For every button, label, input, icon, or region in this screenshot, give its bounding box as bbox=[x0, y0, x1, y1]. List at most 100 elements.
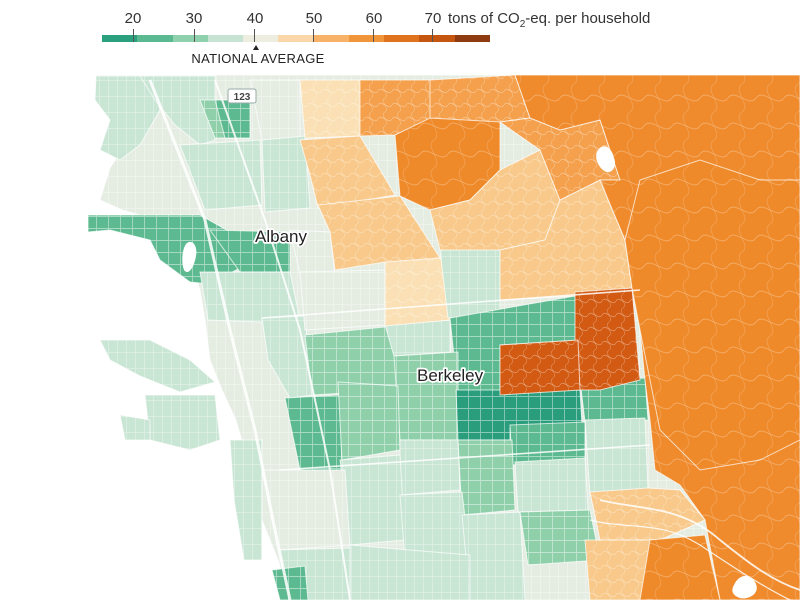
legend-tick-mark bbox=[194, 29, 195, 42]
census-tracts-west bbox=[87, 75, 336, 323]
legend-tick-label: 60 bbox=[365, 10, 383, 27]
street-texture bbox=[272, 566, 308, 600]
street-texture bbox=[338, 382, 400, 460]
street-texture bbox=[510, 422, 585, 465]
reservoir bbox=[732, 575, 757, 599]
legend-tick-mark bbox=[432, 29, 433, 42]
street-texture bbox=[520, 510, 600, 565]
legend-color-segment bbox=[172, 35, 208, 42]
street-texture bbox=[395, 118, 500, 210]
highway-shield: 123 bbox=[227, 88, 257, 104]
street-texture bbox=[500, 180, 632, 300]
place-label-albany: Albany bbox=[255, 227, 307, 246]
street-texture bbox=[88, 215, 240, 284]
street-texture bbox=[585, 540, 660, 600]
legend-tick-label: 20 bbox=[124, 10, 142, 27]
highway-shield-number: 123 bbox=[234, 92, 251, 103]
street-texture bbox=[180, 140, 262, 210]
street-texture bbox=[350, 545, 470, 600]
street-texture bbox=[290, 230, 335, 274]
legend-tick-mark bbox=[133, 29, 134, 42]
street-texture bbox=[515, 458, 588, 512]
legend-color-segment bbox=[278, 35, 314, 42]
street-texture bbox=[145, 395, 220, 450]
reservoir bbox=[182, 241, 197, 273]
street-texture bbox=[440, 248, 500, 318]
legend-tick-mark bbox=[373, 29, 374, 42]
street-texture bbox=[585, 418, 648, 495]
legend-tick-mark bbox=[313, 29, 314, 42]
street-texture bbox=[100, 340, 215, 392]
legend-color-segment bbox=[313, 35, 349, 42]
street-texture bbox=[500, 118, 620, 200]
reservoir bbox=[596, 146, 616, 173]
street-texture bbox=[340, 455, 405, 545]
street-texture bbox=[430, 150, 560, 250]
road bbox=[589, 519, 791, 600]
street-texture bbox=[360, 80, 440, 136]
legend-unit-label: tons of CO2-eq. per household bbox=[448, 10, 651, 30]
street-texture bbox=[305, 326, 398, 395]
street-texture bbox=[215, 100, 250, 138]
street-texture bbox=[385, 256, 450, 326]
street-texture bbox=[300, 270, 385, 330]
street-texture bbox=[230, 440, 262, 560]
legend-tick-label: 70 bbox=[424, 10, 442, 27]
street-texture bbox=[300, 136, 395, 208]
place-label-berkeley: Berkeley bbox=[417, 366, 484, 385]
street-texture bbox=[300, 80, 365, 138]
street-texture bbox=[210, 230, 290, 272]
street-texture bbox=[394, 352, 458, 440]
census-tracts-flats bbox=[261, 247, 649, 600]
street-texture bbox=[400, 492, 470, 560]
highway-shield-box bbox=[227, 88, 257, 104]
street-texture bbox=[140, 76, 215, 145]
street-texture bbox=[456, 390, 582, 440]
water-bodies bbox=[182, 146, 757, 599]
census-tracts-hills bbox=[299, 74, 800, 600]
street-texture bbox=[640, 535, 720, 600]
street-texture bbox=[120, 415, 150, 440]
street-texture bbox=[200, 272, 300, 322]
legend-color-segment bbox=[419, 35, 455, 42]
legend-color-scale bbox=[102, 35, 490, 42]
street-texture bbox=[385, 320, 450, 356]
street-texture bbox=[262, 136, 310, 212]
road bbox=[279, 444, 651, 471]
legend-color-segment bbox=[137, 35, 173, 42]
highway bbox=[148, 79, 292, 600]
color-legend: 20 30 40 50 60 70 tons of CO2-eq. per ho… bbox=[0, 0, 800, 75]
street-texture bbox=[590, 488, 705, 540]
legend-tick-label: 50 bbox=[305, 10, 323, 27]
legend-color-segment bbox=[454, 35, 490, 42]
street-texture bbox=[318, 196, 440, 270]
legend-tick-label: 30 bbox=[185, 10, 203, 27]
street-texture bbox=[500, 340, 580, 395]
street-texture bbox=[285, 395, 342, 470]
street-texture bbox=[462, 512, 525, 600]
street-texture bbox=[262, 470, 350, 550]
legend-color-segment bbox=[384, 35, 420, 42]
legend-tick-label: 40 bbox=[246, 10, 264, 27]
street-texture bbox=[458, 440, 515, 515]
legend-tick-mark bbox=[254, 29, 255, 42]
national-average-label: NATIONAL AVERAGE bbox=[191, 51, 325, 66]
street-texture bbox=[450, 296, 580, 395]
street-texture bbox=[430, 75, 530, 122]
road bbox=[214, 79, 351, 600]
major-roads bbox=[148, 79, 800, 600]
street-texture bbox=[400, 440, 460, 495]
street-texture bbox=[625, 160, 800, 470]
street-texture bbox=[250, 80, 300, 140]
street-texture bbox=[95, 76, 160, 160]
waterfront-parcels bbox=[94, 75, 263, 561]
legend-color-segment bbox=[102, 35, 138, 42]
national-average-marker bbox=[253, 45, 259, 50]
street-texture bbox=[575, 288, 640, 390]
legend-color-segment bbox=[243, 35, 279, 42]
legend-color-segment bbox=[348, 35, 385, 42]
street-texture bbox=[262, 316, 312, 398]
road bbox=[599, 499, 800, 591]
road bbox=[261, 289, 641, 319]
